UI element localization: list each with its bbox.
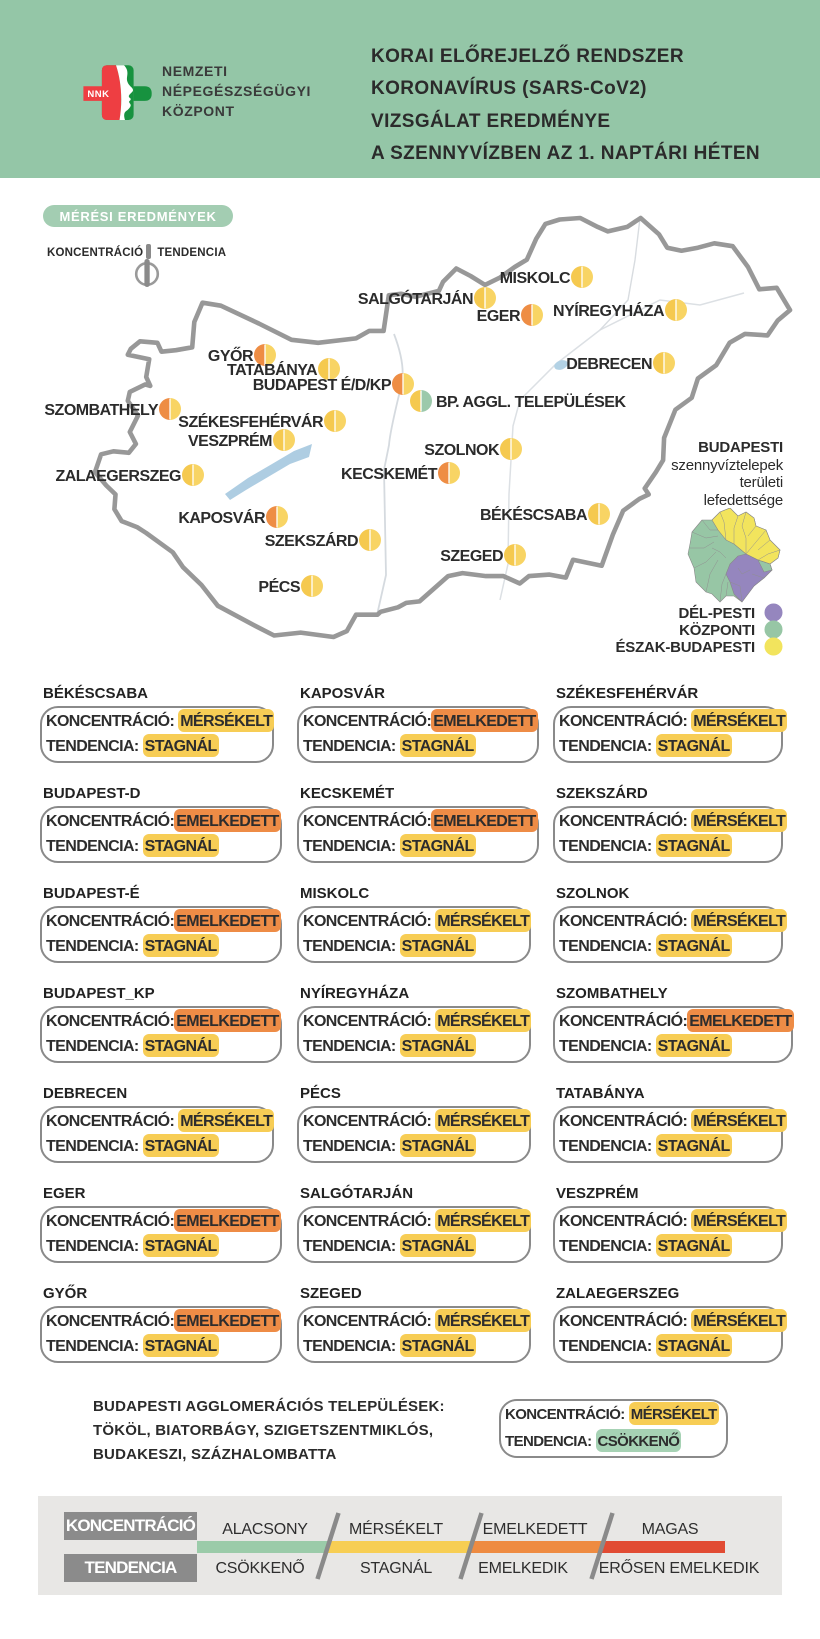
svg-text:SZOLNOK: SZOLNOK (424, 442, 500, 459)
svg-text:SZÉKESFEHÉRVÁR: SZÉKESFEHÉRVÁR (178, 412, 324, 431)
svg-text:SZOMBATHELY: SZOMBATHELY (44, 402, 158, 419)
svg-text:SZEKSZÁRD: SZEKSZÁRD (265, 531, 358, 550)
svg-text:BÉKÉSCSABA: BÉKÉSCSABA (480, 505, 588, 524)
svg-text:VESZPRÉM: VESZPRÉM (188, 431, 272, 450)
svg-text:PÉCS: PÉCS (258, 577, 300, 596)
svg-text:SALGÓTARJÁN: SALGÓTARJÁN (358, 289, 473, 308)
svg-text:BP. AGGL. TELEPÜLÉSEK: BP. AGGL. TELEPÜLÉSEK (436, 392, 626, 411)
svg-text:SZEGED: SZEGED (440, 548, 503, 565)
svg-text:EGER: EGER (477, 308, 521, 325)
svg-text:GYŐR: GYŐR (208, 346, 254, 365)
svg-text:KAPOSVÁR: KAPOSVÁR (178, 508, 266, 527)
svg-text:KECSKEMÉT: KECSKEMÉT (341, 464, 438, 483)
svg-text:DEBRECEN: DEBRECEN (566, 356, 652, 373)
svg-text:MISKOLC: MISKOLC (500, 270, 571, 287)
svg-text:NNK: NNK (87, 89, 109, 100)
svg-text:BUDAPEST É/D/KP: BUDAPEST É/D/KP (253, 375, 392, 394)
svg-text:ZALAEGERSZEG: ZALAEGERSZEG (55, 468, 181, 485)
svg-text:NYÍREGYHÁZA: NYÍREGYHÁZA (553, 301, 665, 320)
svg-text:TATABÁNYA: TATABÁNYA (227, 360, 318, 379)
